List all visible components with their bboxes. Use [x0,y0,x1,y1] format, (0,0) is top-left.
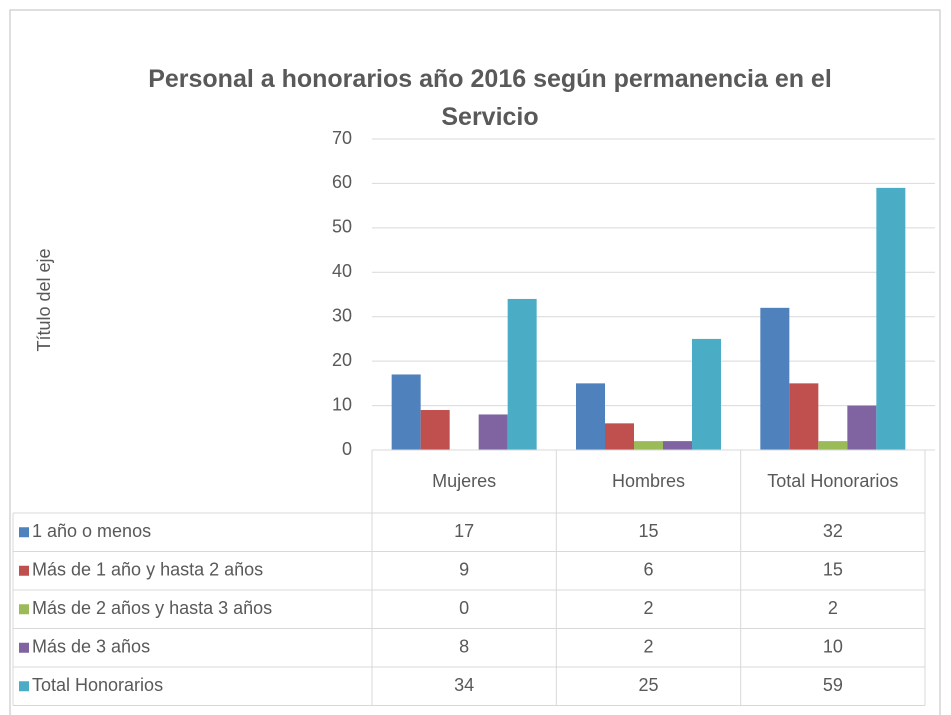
y-tick-label: 10 [332,394,352,414]
bar [576,383,605,450]
table-cell: 8 [459,637,469,657]
table-cell: 2 [643,598,653,618]
legend-key [19,527,29,538]
table-cell: 2 [643,637,653,657]
x-tick-label: Mujeres [432,471,496,491]
y-axis-title: Título del eje [34,248,54,351]
chart-title: Personal a honorarios año 2016 según per… [148,65,832,131]
bar [789,383,819,450]
bar [605,423,634,450]
bar [391,374,421,450]
table-cell: 10 [823,637,843,657]
y-tick-label: 60 [332,172,352,192]
legend-key [19,565,29,576]
legend-label: Más de 1 año y hasta 2 años [32,560,263,580]
table-cell: 32 [823,521,843,541]
table-cell: 59 [823,675,843,695]
y-tick-label: 50 [332,217,352,237]
table-cell: 34 [454,675,474,695]
bar [663,441,692,450]
table-cell: 15 [823,560,843,580]
bar [760,307,790,450]
y-tick-label: 30 [332,305,352,325]
legend-label: Más de 2 años y hasta 3 años [32,598,272,618]
table-cell: 15 [638,521,658,541]
legend-key [19,642,29,653]
y-tick-label: 20 [332,350,352,370]
y-tick-label: 0 [342,439,352,459]
y-tick-label: 70 [332,128,352,148]
legend-label: Más de 3 años [32,637,150,657]
table-cell: 17 [454,521,474,541]
table-cell: 2 [828,598,838,618]
legend-label: 1 año o menos [32,521,151,541]
bar [847,405,877,450]
bar [818,441,848,450]
bar [634,441,663,450]
x-tick-label: Total Honorarios [767,471,898,491]
y-tick-label: 40 [332,261,352,281]
legend-key [19,604,29,615]
table-cell: 25 [638,675,658,695]
bar [507,298,537,450]
table-cell: 0 [459,598,469,618]
bar [876,187,906,450]
bar [478,414,508,450]
table-cell: 6 [643,560,653,580]
legend-key [19,681,29,692]
table-cell: 9 [459,560,469,580]
x-tick-label: Hombres [612,471,685,491]
bar [420,410,450,450]
legend-label: Total Honorarios [32,675,163,695]
bar [692,338,721,450]
